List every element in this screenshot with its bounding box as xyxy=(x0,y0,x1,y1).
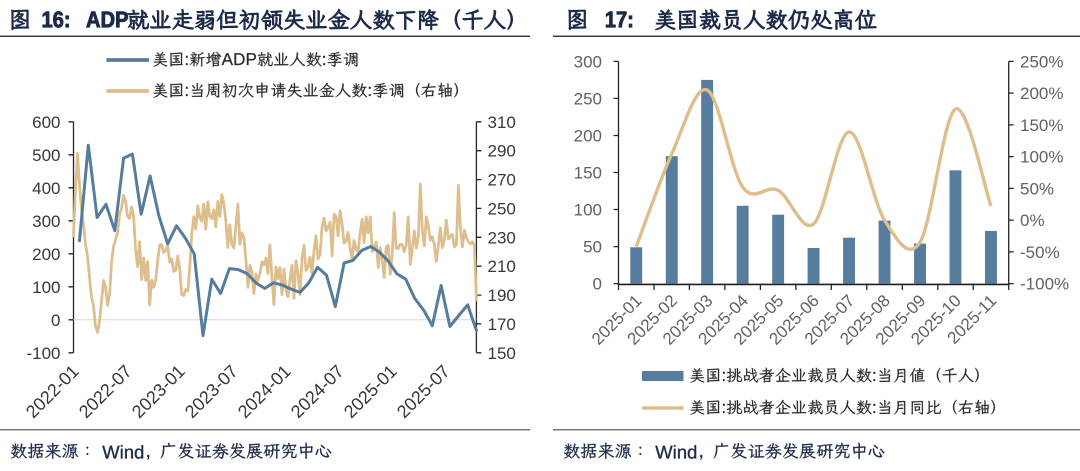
svg-text:290: 290 xyxy=(488,142,516,161)
svg-text:300: 300 xyxy=(32,212,60,231)
svg-text:0%: 0% xyxy=(1020,211,1045,230)
svg-text:400: 400 xyxy=(32,179,60,198)
svg-text:0: 0 xyxy=(51,311,60,330)
svg-text:250%: 250% xyxy=(1020,52,1063,71)
svg-text:100: 100 xyxy=(574,201,602,220)
svg-text:0: 0 xyxy=(593,275,602,294)
svg-text:150: 150 xyxy=(488,344,516,363)
svg-text:310: 310 xyxy=(488,113,516,132)
svg-text:170: 170 xyxy=(488,315,516,334)
svg-text:50%: 50% xyxy=(1020,179,1054,198)
svg-text:500: 500 xyxy=(32,146,60,165)
svg-text:250: 250 xyxy=(574,89,602,108)
svg-text:-50%: -50% xyxy=(1020,243,1060,262)
svg-text:270: 270 xyxy=(488,171,516,190)
svg-text:-100: -100 xyxy=(26,344,60,363)
svg-text:200: 200 xyxy=(574,127,602,146)
svg-text:600: 600 xyxy=(32,113,60,132)
svg-text:50: 50 xyxy=(583,238,602,257)
svg-text:150: 150 xyxy=(574,164,602,183)
svg-text:150%: 150% xyxy=(1020,116,1063,135)
svg-text:300: 300 xyxy=(574,52,602,71)
svg-text:-100%: -100% xyxy=(1020,275,1069,294)
svg-text:230: 230 xyxy=(488,228,516,247)
svg-text:200%: 200% xyxy=(1020,84,1063,103)
svg-text:210: 210 xyxy=(488,257,516,276)
svg-text:190: 190 xyxy=(488,286,516,305)
svg-text:200: 200 xyxy=(32,245,60,264)
svg-text:250: 250 xyxy=(488,199,516,218)
svg-text:100%: 100% xyxy=(1020,148,1063,167)
svg-text:100: 100 xyxy=(32,278,60,297)
